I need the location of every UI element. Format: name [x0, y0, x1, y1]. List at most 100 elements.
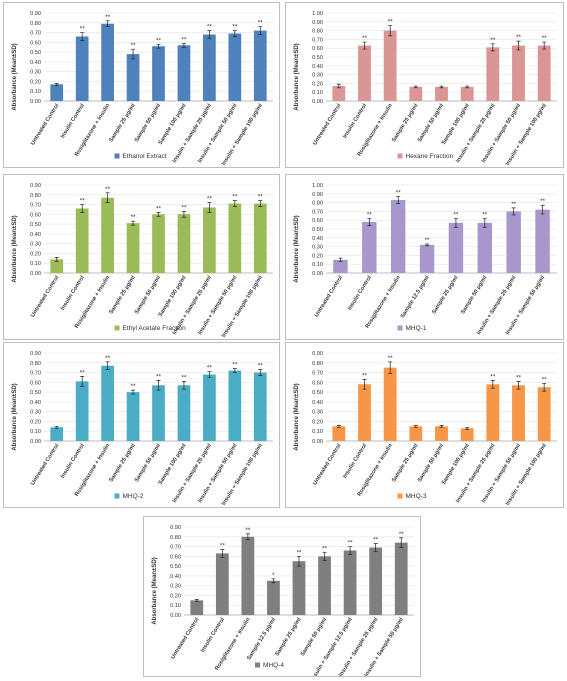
legend-label: Ethyl Acetate Fraction [123, 325, 187, 332]
bar [152, 385, 165, 441]
error-bar [336, 425, 341, 428]
chart: 0.00 0.10 0.20 0.30 0.40 0.50 0.60 0.70 0.80 0.90… [12, 351, 273, 507]
error-bar [322, 552, 327, 561]
bar [292, 561, 306, 615]
y-tick-label: 0.50 [312, 227, 323, 233]
chart-panel: 0.00 0.10 0.20 0.30 0.40 0.50 0.60 0.70 0.80 0.90… [285, 174, 564, 340]
y-axis-title: Absorbance (Mean±SD) [294, 215, 300, 282]
chart: 0.00 0.10 0.20 0.30 0.40 0.50 0.60 0.70 0.80 0.90… [294, 183, 557, 336]
significance-label: ** [258, 194, 264, 201]
error-bar [80, 204, 85, 213]
bar [203, 34, 216, 101]
error-bar [399, 537, 404, 548]
x-tick-label: Insulin Control [342, 103, 368, 140]
y-tick-label: 0.70 [170, 545, 181, 551]
significance-label: ** [181, 204, 187, 211]
y-tick-label: 0.70 [30, 31, 41, 37]
significance-label: ** [542, 376, 548, 383]
significance-label: ** [388, 18, 394, 25]
chart: 0.00 0.10 0.20 0.30 0.40 0.50 0.60 0.70 0.80 0.90… [294, 11, 557, 167]
x-tick-label: Sample 12.5 µg/ml [246, 617, 277, 662]
significance-label: ** [322, 545, 328, 552]
error-bar [131, 220, 136, 226]
chart: 0.00 0.10 0.20 0.30 0.40 0.50 0.60 0.70 0.80 0.90… [152, 525, 414, 681]
significance-label: ** [425, 237, 431, 244]
bar [506, 211, 521, 273]
error-bar [207, 202, 212, 213]
y-tick-label: 0.80 [170, 535, 181, 541]
error-bar [105, 361, 110, 370]
y-tick-label: 0.10 [30, 429, 41, 435]
legend-label: MHQ-3 [406, 493, 427, 500]
x-tick-label: Sample 25 µg/ml [431, 275, 460, 316]
y-tick-label: 0.50 [312, 55, 323, 61]
x-tick-label: Sample 100 µg/ml [158, 443, 188, 486]
legend-swatch [255, 662, 260, 668]
y-tick-label: 0.30 [170, 584, 181, 590]
significance-label: ** [362, 35, 368, 42]
y-tick-label: 0.50 [312, 390, 323, 396]
significance-label: ** [181, 374, 187, 381]
significance-label: ** [232, 362, 238, 369]
bar [486, 384, 500, 441]
significance-label: ** [232, 24, 238, 31]
y-tick-label: 0.30 [30, 242, 41, 248]
legend-label: MHQ-4 [263, 662, 284, 669]
significance-label: ** [373, 537, 379, 544]
y-tick-label: 0.00 [312, 439, 323, 445]
y-tick-label: 0.40 [30, 60, 41, 66]
y-tick-label: 0.30 [312, 410, 323, 416]
significance-label: ** [258, 20, 264, 27]
y-tick-label: 0.40 [312, 236, 323, 242]
y-tick-label: 0.70 [30, 203, 41, 209]
bar [535, 209, 550, 273]
bar [215, 553, 229, 615]
significance-label: * [272, 572, 275, 579]
y-tick-label: 0.00 [312, 99, 323, 105]
significance-label: ** [399, 531, 405, 538]
x-tick-label: Insulin Control [60, 275, 86, 312]
chart-panel: 0.00 0.10 0.20 0.30 0.40 0.50 0.60 0.70 0.80 0.90… [3, 174, 280, 340]
legend-label: MHQ-1 [406, 325, 427, 332]
bar [253, 30, 267, 102]
y-axis-title: Absorbance (Mean±SD) [294, 43, 300, 110]
y-axis-title: Absorbance (Mean±SD) [12, 43, 18, 110]
y-tick-label: 0.70 [30, 371, 41, 377]
error-bar [373, 543, 378, 552]
x-tick-label: Untreated Control [170, 617, 201, 661]
significance-label: ** [220, 542, 226, 549]
bar [101, 197, 114, 273]
error-bar [220, 549, 225, 558]
significance-label: ** [207, 365, 213, 372]
y-tick-label: 0.10 [312, 429, 323, 435]
y-tick-label: 0.20 [312, 81, 323, 87]
x-tick-label: Sample 50 µg/ml [134, 443, 163, 484]
error-bar [388, 24, 393, 37]
x-tick-label: Insulin Control [60, 103, 86, 140]
x-tick-label: Untreated Control [312, 443, 343, 487]
bar [512, 45, 525, 101]
bar [435, 86, 448, 101]
bar [537, 45, 551, 101]
legend-label: MHQ-2 [123, 493, 144, 500]
significance-label: ** [258, 363, 264, 370]
y-tick-label: 0.80 [312, 361, 323, 367]
error-bar [516, 40, 521, 51]
significance-label: ** [207, 24, 213, 31]
bar [152, 214, 165, 273]
error-bar [207, 371, 212, 378]
y-axis-title: Absorbance (Mean±SD) [152, 557, 158, 624]
y-tick-label: 0.90 [312, 20, 323, 26]
bar [537, 387, 551, 441]
error-bar [348, 546, 353, 555]
y-tick-label: 0.60 [312, 46, 323, 52]
legend-swatch [397, 325, 403, 331]
error-bar [338, 257, 343, 262]
bar [126, 54, 140, 101]
bar [152, 46, 165, 101]
bar [512, 385, 525, 441]
error-bar [362, 41, 367, 50]
error-bar [181, 381, 186, 390]
error-bar [181, 42, 186, 48]
